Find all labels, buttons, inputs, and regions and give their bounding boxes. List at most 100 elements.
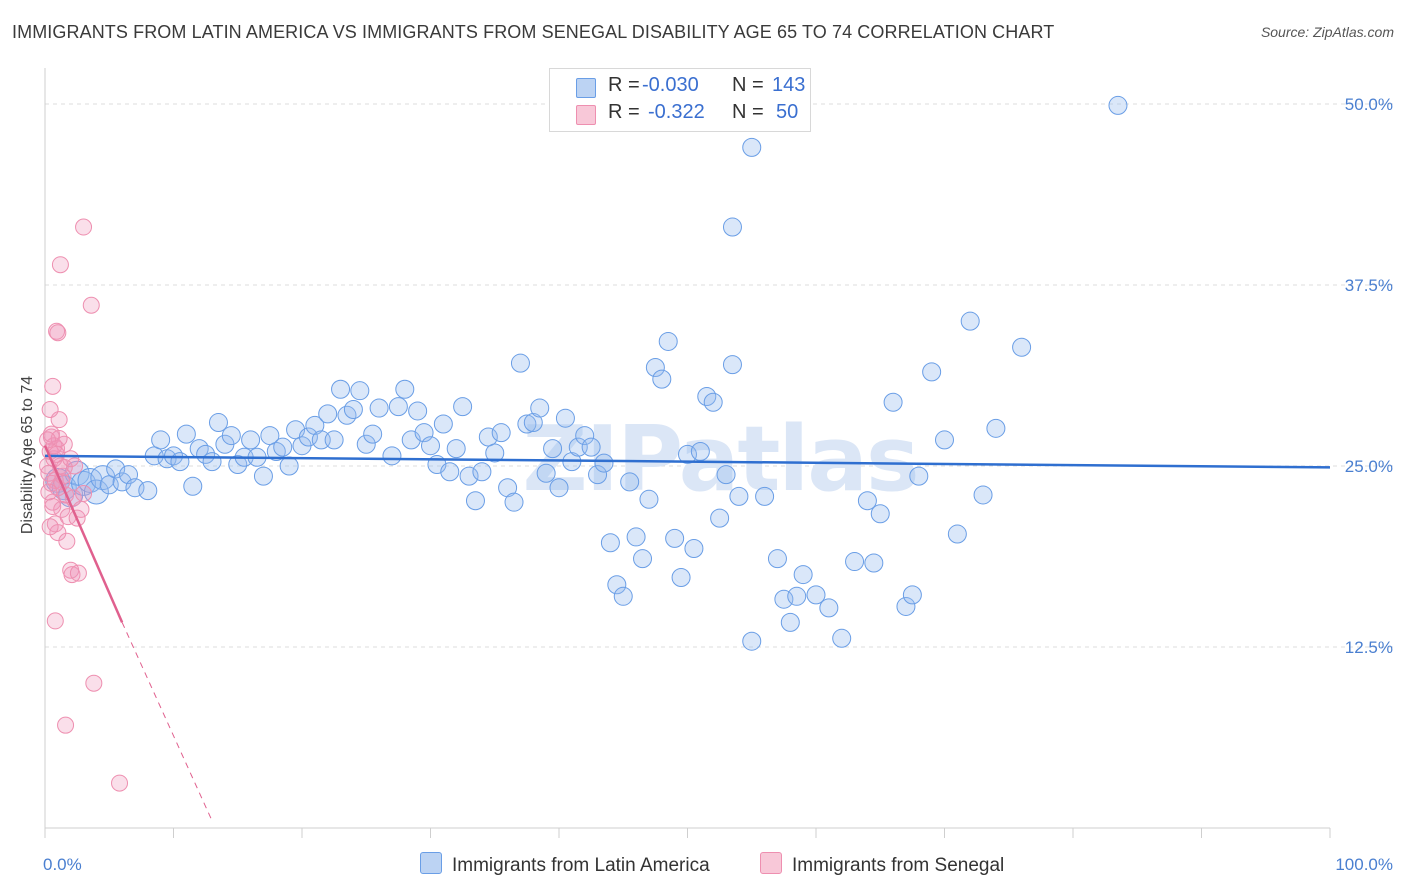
point-senegal	[63, 566, 81, 584]
point-latin-america	[716, 465, 736, 485]
point-latin-america	[613, 586, 633, 606]
point-latin-america	[819, 598, 839, 618]
point-latin-america	[973, 485, 993, 505]
point-latin-america	[331, 379, 351, 399]
point-latin-america	[678, 444, 697, 464]
legend-swatch-blue	[420, 852, 442, 874]
n-value: 50	[776, 101, 799, 123]
y-tick-label: 50.0%	[1345, 95, 1393, 114]
point-senegal	[41, 401, 59, 419]
point-latin-america	[138, 481, 158, 501]
trend-lines	[43, 445, 1331, 821]
point-latin-america	[857, 491, 877, 511]
series-legend: Immigrants from Latin America Immigrants…	[0, 852, 1406, 878]
y-tick-label: 37.5%	[1345, 276, 1393, 295]
point-latin-america	[176, 424, 196, 444]
point-latin-america	[806, 585, 826, 605]
point-latin-america	[433, 414, 453, 434]
point-latin-america	[671, 567, 691, 587]
point-latin-america	[581, 437, 601, 457]
point-latin-america	[369, 398, 389, 418]
point-latin-america	[1108, 95, 1128, 115]
point-latin-america	[298, 427, 318, 447]
point-latin-america	[472, 462, 492, 482]
tick-labels: 12.5% 25.0% 37.5% 50.0% 0.0% 100.0%	[43, 95, 1393, 874]
point-latin-america	[755, 486, 775, 506]
legend-item-latin-america: Immigrants from Latin America	[420, 852, 710, 877]
stats-row-latin-america: R = -0.030 N = 143	[550, 74, 810, 100]
point-latin-america	[536, 463, 556, 483]
point-latin-america	[510, 353, 530, 373]
point-latin-america	[909, 466, 929, 486]
r-key: R =	[608, 74, 640, 96]
point-latin-america	[485, 443, 505, 463]
point-senegal	[41, 518, 59, 536]
point-latin-america	[363, 424, 383, 444]
point-latin-america	[523, 413, 543, 433]
point-latin-america	[465, 491, 485, 511]
point-latin-america	[459, 466, 479, 486]
point-senegal	[75, 484, 93, 502]
x-tick-label: 100.0%	[1335, 855, 1393, 874]
point-latin-america	[960, 311, 980, 331]
point-latin-america	[947, 524, 967, 544]
point-latin-america	[864, 553, 884, 573]
point-latin-america	[504, 492, 524, 512]
stats-row-senegal: R = -0.322 N = 50	[550, 101, 810, 127]
point-latin-america	[722, 355, 742, 375]
trend-line-latin-america	[44, 454, 1331, 469]
point-latin-america	[196, 444, 216, 464]
point-latin-america	[208, 413, 228, 433]
legend-swatch-blue	[576, 78, 596, 98]
point-latin-america	[71, 470, 97, 496]
point-latin-america	[620, 472, 640, 492]
point-senegal	[111, 774, 129, 792]
point-latin-america	[151, 430, 171, 450]
point-senegal	[85, 674, 103, 692]
point-latin-america	[228, 455, 248, 475]
chart-title: IMMIGRANTS FROM LATIN AMERICA VS IMMIGRA…	[12, 22, 1055, 42]
point-latin-america	[658, 331, 678, 351]
point-latin-america	[935, 430, 954, 450]
r-value: -0.030	[642, 74, 699, 96]
source-label: Source: ZipAtlas.com	[1260, 24, 1394, 40]
point-latin-america	[446, 439, 466, 459]
point-latin-america	[986, 418, 1006, 438]
point-latin-america	[626, 527, 646, 547]
point-latin-america	[183, 476, 203, 496]
point-latin-america	[343, 400, 363, 420]
point-latin-america	[645, 358, 665, 378]
point-senegal	[40, 483, 58, 501]
point-senegal	[69, 564, 87, 582]
point-latin-america	[665, 528, 685, 548]
point-latin-america	[883, 392, 903, 412]
series-senegal-points	[39, 218, 129, 792]
point-latin-america	[350, 381, 370, 401]
point-latin-america	[125, 478, 145, 498]
point-latin-america	[1012, 337, 1032, 357]
point-latin-america	[440, 462, 460, 482]
x-tick-label: 0.0%	[43, 855, 82, 874]
point-latin-america	[453, 397, 473, 417]
point-latin-america	[607, 575, 627, 595]
point-latin-america	[722, 217, 742, 237]
point-latin-america	[690, 442, 710, 461]
point-latin-america	[549, 478, 569, 498]
r-value: -0.322	[648, 101, 705, 123]
point-senegal	[51, 256, 69, 274]
trend-line-senegal	[43, 445, 124, 623]
legend-label: Immigrants from Senegal	[792, 855, 1005, 876]
point-latin-america	[767, 549, 787, 569]
point-latin-america	[279, 456, 299, 476]
point-latin-america	[633, 549, 653, 569]
point-latin-america	[870, 504, 890, 524]
point-latin-america	[305, 415, 325, 435]
n-key: N =	[732, 101, 764, 123]
point-senegal	[49, 324, 67, 342]
point-senegal	[57, 716, 75, 734]
point-latin-america	[896, 596, 916, 616]
point-latin-america	[774, 589, 794, 609]
point-senegal	[82, 296, 100, 314]
n-value: 143	[772, 74, 806, 96]
point-latin-america	[356, 434, 376, 454]
